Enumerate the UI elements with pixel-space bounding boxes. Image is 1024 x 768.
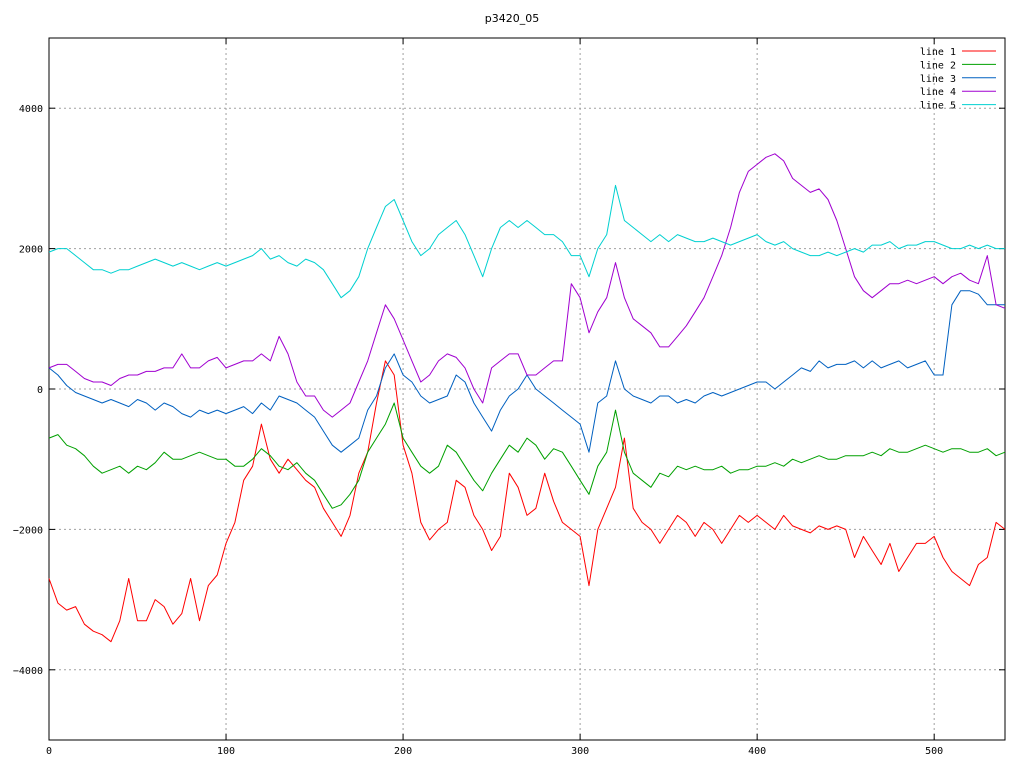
legend-label-4: line 4 xyxy=(920,87,956,98)
y-tick-label: 4000 xyxy=(19,104,43,115)
x-axis: 0 100 200 300 400 500 xyxy=(46,38,943,757)
y-axis: −4000 −2000 0 2000 4000 xyxy=(13,104,1005,677)
series-line-5 xyxy=(48,184,1005,299)
grid xyxy=(49,38,1005,740)
y-tick-label: 0 xyxy=(37,385,43,396)
legend-label-3: line 3 xyxy=(920,74,956,85)
y-tick-label: −2000 xyxy=(13,525,43,536)
series-line-3 xyxy=(48,290,1005,453)
x-tick-label: 500 xyxy=(925,746,943,757)
x-tick-label: 200 xyxy=(394,746,412,757)
legend: line 1 line 2 line 3 line 4 line 5 xyxy=(920,47,996,112)
y-tick-label: 2000 xyxy=(19,245,43,256)
x-tick-label: 400 xyxy=(748,746,766,757)
x-tick-label: 0 xyxy=(46,746,52,757)
series-lines xyxy=(48,153,1006,643)
series-line-1 xyxy=(48,360,1006,643)
legend-label-1: line 1 xyxy=(920,47,956,58)
series-line-2 xyxy=(48,402,1006,509)
legend-label-2: line 2 xyxy=(920,60,956,71)
series-line-4 xyxy=(48,153,1006,418)
y-tick-label: −4000 xyxy=(13,666,43,677)
chart-title: p3420_05 xyxy=(485,12,539,25)
plot-frame xyxy=(48,37,1006,741)
legend-label-5: line 5 xyxy=(920,101,956,112)
x-tick-label: 300 xyxy=(571,746,589,757)
x-tick-label: 100 xyxy=(217,746,235,757)
